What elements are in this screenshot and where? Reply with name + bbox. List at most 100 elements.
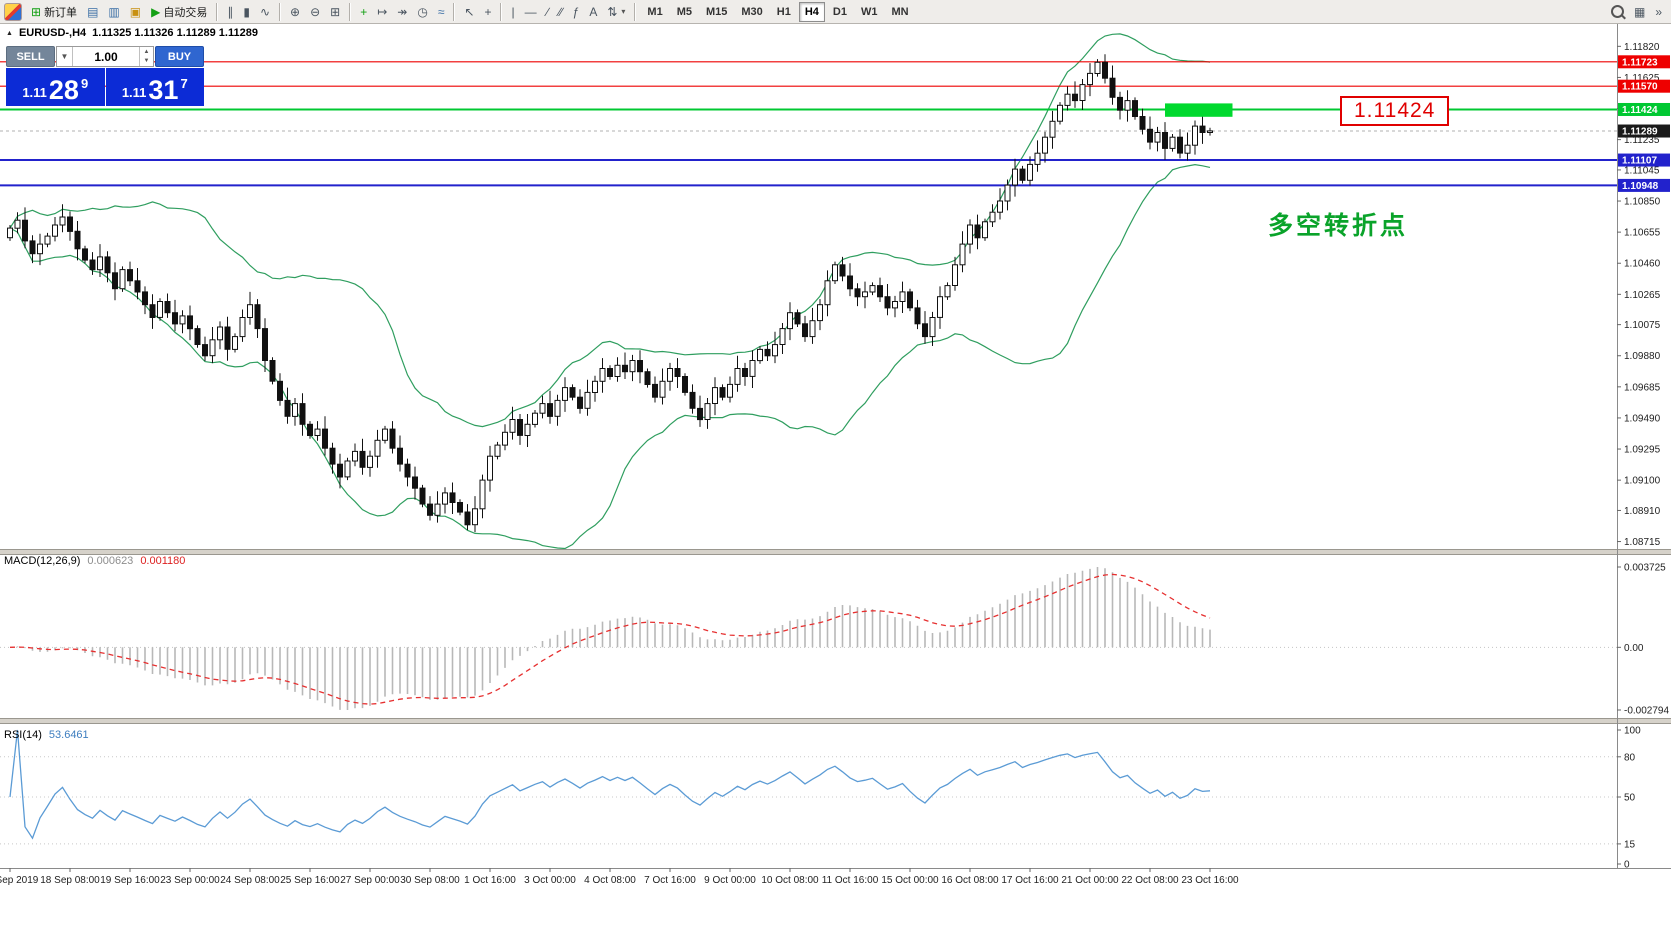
timeframe-button-mn[interactable]: MN	[891, 5, 909, 18]
sell-price-figure: 1.11	[22, 85, 47, 100]
candle	[667, 368, 673, 382]
chart-shift-button[interactable]: ↦	[372, 1, 392, 23]
collapse-triangle-icon[interactable]: ▲	[6, 29, 13, 37]
channel-button[interactable]: ∕∕	[554, 1, 568, 23]
sell-quote[interactable]: 1.11 28 9	[6, 68, 105, 106]
candle	[434, 503, 441, 516]
volume-stepper: ▲ ▼	[139, 47, 153, 66]
buy-button[interactable]: BUY	[155, 46, 204, 67]
timeframe-button-h1[interactable]: H1	[776, 5, 791, 18]
volume-dropdown-button[interactable]: ▼	[57, 47, 73, 66]
zoom-out-button[interactable]: ⊖	[305, 1, 325, 23]
price-tick-label: 1.09685	[1624, 382, 1661, 393]
sell-price-pips: 28	[48, 75, 79, 105]
candle	[959, 243, 966, 266]
profiles-button[interactable]: ▥	[103, 1, 124, 23]
period-button[interactable]: ◷	[412, 1, 432, 23]
timeframe-button-w1[interactable]: W1	[860, 5, 878, 18]
buy-quote[interactable]: 1.11 31 7	[105, 68, 204, 106]
candle	[884, 296, 891, 309]
price-level-annotation[interactable]: 1.11424	[1340, 96, 1450, 126]
time-tick-label: 23 Oct 16:00	[1181, 875, 1239, 886]
candle	[1057, 104, 1063, 122]
new-chart-button[interactable]: +	[355, 1, 372, 23]
candle	[194, 328, 201, 346]
candlestick-chart-button[interactable]: ▮	[238, 1, 255, 23]
search-button[interactable]	[1606, 1, 1629, 23]
autotrading-button[interactable]: ▶ 自动交易	[146, 1, 212, 23]
timeframe-button-m15[interactable]: M15	[705, 5, 728, 18]
candle	[344, 460, 351, 478]
rsi-scale-label: 15	[1624, 839, 1636, 850]
candle	[389, 428, 396, 449]
turning-point-annotation[interactable]: 多空转折点	[1268, 212, 1409, 240]
candle	[1177, 136, 1183, 154]
line-chart-icon: ∿	[259, 4, 270, 19]
pane-separator	[0, 718, 1671, 724]
candle	[89, 259, 96, 271]
candle	[322, 428, 328, 449]
candle	[832, 264, 838, 282]
candle	[644, 371, 651, 386]
timeframe-button-m5[interactable]: M5	[676, 5, 692, 18]
trendline-button[interactable]: ∕	[542, 1, 554, 23]
buy-price-point: 7	[180, 76, 188, 91]
timeframe-button-m1[interactable]: M1	[647, 5, 663, 18]
volume-field[interactable]: ▼ 1.00 ▲ ▼	[56, 46, 154, 67]
volume-down-button[interactable]: ▼	[143, 58, 150, 65]
timeframe-button-d1[interactable]: D1	[832, 5, 847, 18]
line-chart-button[interactable]: ∿	[255, 1, 275, 23]
candle	[487, 455, 493, 481]
bar-chart-button[interactable]: ∥	[222, 1, 238, 23]
rsi-scale-label: 50	[1624, 793, 1636, 804]
candle	[359, 450, 366, 468]
candle	[37, 243, 43, 255]
indicators-icon: ≈	[437, 4, 445, 19]
candle	[892, 301, 898, 309]
volume-up-button[interactable]: ▲	[143, 48, 150, 55]
text-button[interactable]: A	[584, 1, 602, 23]
candle	[817, 304, 823, 322]
time-tick-label: 18 Sep 08:00	[40, 875, 100, 886]
candle	[1199, 125, 1206, 133]
candle	[1019, 168, 1026, 181]
candle	[1072, 93, 1078, 102]
toolbar-overflow-button[interactable]: »	[1650, 1, 1667, 23]
candle	[494, 444, 501, 457]
toolbar-separator	[216, 2, 219, 21]
candle	[464, 511, 471, 526]
chart-window[interactable]: 1.118201.116251.114301.112351.110451.108…	[0, 24, 1671, 951]
horizontal-line-button[interactable]: —	[520, 1, 542, 23]
chart-canvas[interactable]: 1.118201.116251.114301.112351.110451.108…	[0, 24, 1671, 951]
candle	[419, 487, 426, 505]
zoom-in-button[interactable]: ⊕	[285, 1, 305, 23]
tile-windows-button[interactable]: ⊞	[325, 1, 345, 23]
layout-button[interactable]: ▦	[1629, 1, 1650, 23]
new-order-button[interactable]: ⊞ 新订单	[26, 1, 82, 23]
arrows-button[interactable]: ⇅ ▾	[602, 1, 630, 23]
candle	[562, 387, 568, 401]
fibonacci-button[interactable]: ƒ	[568, 1, 585, 23]
candle	[1087, 72, 1093, 86]
candle	[749, 360, 756, 377]
market-watch-button[interactable]: ▣	[125, 1, 146, 23]
chart-window-button[interactable]: ▤	[82, 1, 103, 23]
price-tick-label: 1.09100	[1624, 476, 1661, 487]
new-order-icon: ⊞	[31, 4, 42, 19]
candle	[299, 403, 306, 425]
timeframe-button-h4[interactable]: H4	[798, 1, 825, 22]
new-order-button-label: 新订单	[44, 6, 78, 19]
price-tag-label: 1.10948	[1622, 181, 1659, 192]
candle	[134, 280, 141, 293]
cursor-button[interactable]: ↖	[459, 1, 479, 23]
candle	[1049, 120, 1056, 138]
volume-value[interactable]: 1.00	[94, 49, 118, 64]
timeframe-button-m30[interactable]: M30	[741, 5, 763, 18]
crosshair-button[interactable]: +	[479, 1, 496, 23]
candle	[1124, 100, 1131, 111]
indicators-button[interactable]: ≈	[433, 1, 450, 23]
auto-scroll-button[interactable]: ↠	[392, 1, 412, 23]
vertical-line-button[interactable]: |	[506, 1, 519, 23]
candle	[269, 360, 276, 382]
sell-button[interactable]: SELL	[6, 46, 55, 67]
